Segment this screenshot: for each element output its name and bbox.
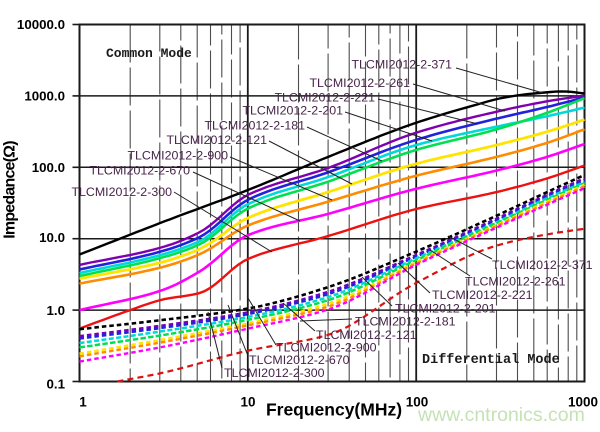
svg-text:TLCMI2012-2-300: TLCMI2012-2-300 bbox=[224, 366, 325, 380]
svg-text:TLCMI2012-2-121: TLCMI2012-2-121 bbox=[316, 328, 417, 342]
svg-text:1: 1 bbox=[79, 395, 87, 410]
svg-text:0.1: 0.1 bbox=[47, 377, 66, 392]
svg-text:100: 100 bbox=[406, 395, 429, 410]
svg-text:10: 10 bbox=[240, 395, 255, 410]
svg-text:TLCMI2012-2-181: TLCMI2012-2-181 bbox=[355, 315, 456, 329]
svg-text:TLCMI2012-2-900: TLCMI2012-2-900 bbox=[276, 341, 377, 355]
svg-text:TLCMI2012-2-900: TLCMI2012-2-900 bbox=[127, 149, 228, 163]
svg-text:TLCMI2012-2-201: TLCMI2012-2-201 bbox=[242, 104, 343, 118]
svg-text:Frequency(MHz): Frequency(MHz) bbox=[266, 400, 402, 420]
svg-text:10000.0: 10000.0 bbox=[17, 17, 65, 32]
svg-text:www.cntronics.com: www.cntronics.com bbox=[417, 404, 585, 426]
svg-text:TLCMI2012-2-670: TLCMI2012-2-670 bbox=[249, 353, 350, 367]
svg-text:TLCMI2012-2-261: TLCMI2012-2-261 bbox=[465, 275, 566, 289]
svg-text:100.0: 100.0 bbox=[32, 160, 65, 175]
svg-text:TLCMI2012-2-300: TLCMI2012-2-300 bbox=[71, 185, 172, 199]
svg-text:TLCMI2012-2-670: TLCMI2012-2-670 bbox=[89, 164, 190, 178]
svg-text:1.0: 1.0 bbox=[47, 303, 66, 318]
svg-text:TLCMI2012-2-261: TLCMI2012-2-261 bbox=[309, 76, 410, 90]
svg-text:1000.0: 1000.0 bbox=[24, 89, 65, 104]
svg-text:TLCMI2012-2-221: TLCMI2012-2-221 bbox=[432, 288, 533, 302]
svg-text:TLCMI2012-2-371: TLCMI2012-2-371 bbox=[492, 258, 593, 272]
svg-text:1000: 1000 bbox=[568, 395, 598, 410]
svg-text:TLCMI2012-2-121: TLCMI2012-2-121 bbox=[166, 133, 267, 147]
svg-text:Differential Mode: Differential Mode bbox=[422, 353, 560, 368]
svg-text:Common Mode: Common Mode bbox=[106, 46, 192, 61]
svg-text:TLCMI2012-2-221: TLCMI2012-2-221 bbox=[274, 91, 375, 105]
svg-text:10.0: 10.0 bbox=[39, 230, 65, 245]
svg-text:TLCMI2012-2-181: TLCMI2012-2-181 bbox=[204, 119, 305, 133]
svg-text:Impedance(Ω): Impedance(Ω) bbox=[2, 141, 19, 239]
svg-text:TLCMI2012-2-371: TLCMI2012-2-371 bbox=[351, 58, 452, 72]
svg-text:TLCMI2012-2-201: TLCMI2012-2-201 bbox=[395, 302, 496, 316]
